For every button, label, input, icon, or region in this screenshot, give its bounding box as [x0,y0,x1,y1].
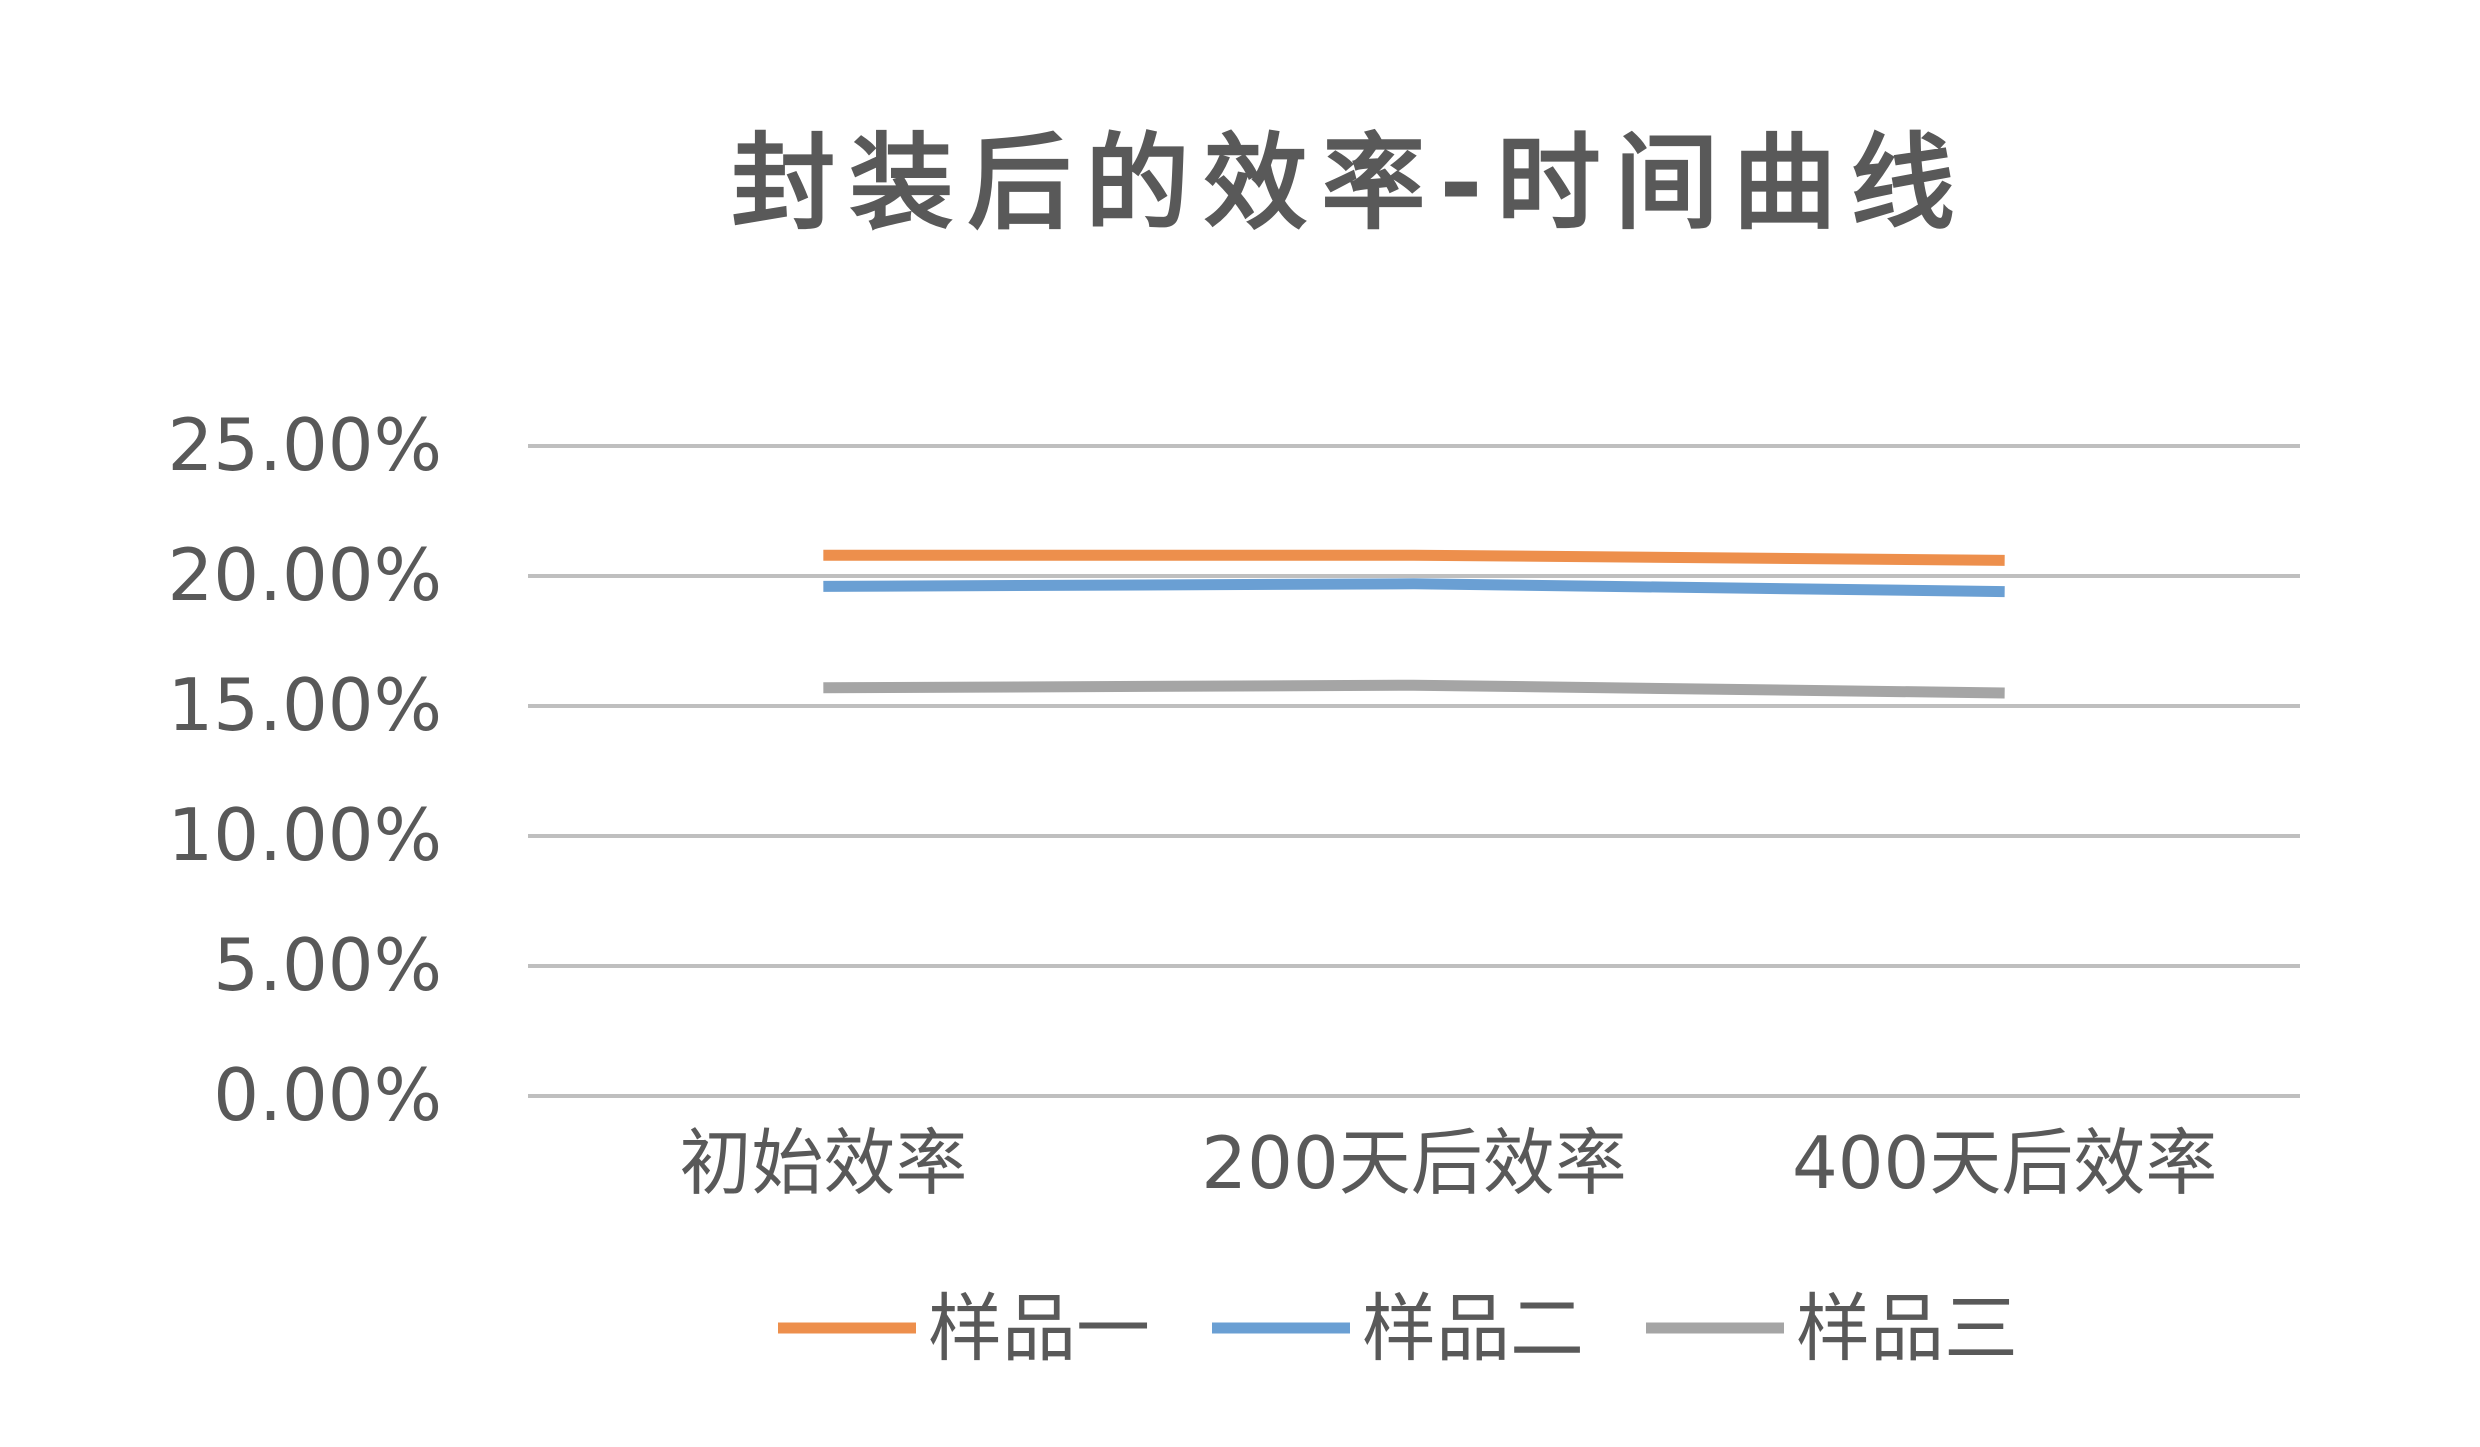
series-line-2 [823,578,2005,598]
legend-item: 样品三 [1646,1286,2018,1372]
legend: 样品一 样品二 样品三 [778,1286,2018,1372]
legend-label: 样品一 [928,1286,1150,1372]
y-tick-label: 20.00% [167,533,442,617]
x-axis-tick-labels: 初始效率 200天后效率 400天后效率 [679,1121,2217,1205]
series-line-1 [823,549,2005,566]
chart-title: 封装后的效率-时间曲线 [731,122,1969,244]
y-tick-label: 10.00% [167,793,442,877]
legend-item: 样品一 [778,1286,1150,1372]
series-line-3 [823,679,2005,699]
legend-label: 样品三 [1796,1286,2018,1372]
gridlines [528,444,2300,1098]
legend-label: 样品二 [1362,1286,1584,1372]
y-tick-label: 5.00% [213,923,442,1007]
y-tick-label: 25.00% [167,403,442,487]
series-lines [823,549,2005,699]
x-tick-label: 初始效率 [679,1121,967,1205]
y-axis-tick-labels: 0.00% 5.00% 10.00% 15.00% 20.00% 25.00% [167,403,442,1137]
x-tick-label: 200天后效率 [1201,1121,1626,1205]
y-tick-label: 15.00% [167,663,442,747]
legend-item: 样品二 [1212,1286,1584,1372]
y-tick-label: 0.00% [213,1053,442,1137]
x-tick-label: 400天后效率 [1792,1121,2217,1205]
